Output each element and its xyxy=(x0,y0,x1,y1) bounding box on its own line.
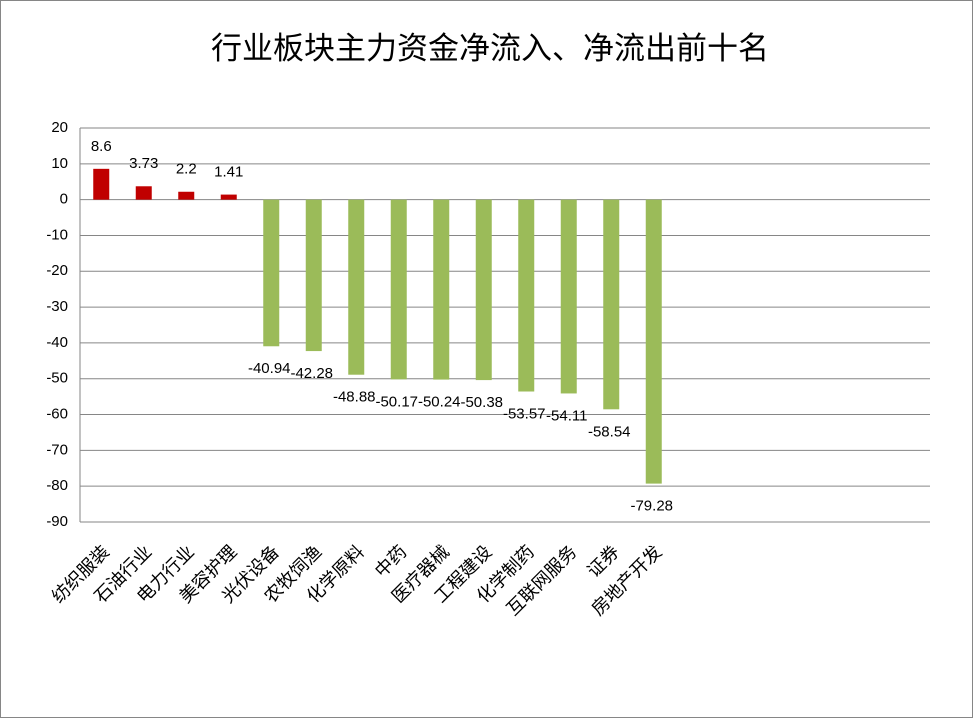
y-tick-label: 0 xyxy=(60,191,68,208)
bar xyxy=(560,199,577,394)
bar xyxy=(220,194,237,200)
bar xyxy=(263,199,280,347)
y-tick-label: -40 xyxy=(46,334,68,351)
y-tick-label: -30 xyxy=(46,298,68,315)
y-tick-label: -60 xyxy=(46,406,68,423)
y-tick-label: -50 xyxy=(46,370,68,387)
y-tick-label: 10 xyxy=(51,155,68,172)
value-label: -48.88 xyxy=(333,389,376,406)
y-tick-label: -10 xyxy=(46,226,68,243)
bar xyxy=(603,199,620,410)
y-tick-label: -90 xyxy=(46,513,68,530)
y-tick-label: 20 xyxy=(51,119,68,136)
bar xyxy=(348,199,365,375)
bar xyxy=(390,199,407,380)
bar xyxy=(433,199,450,380)
value-label: 8.6 xyxy=(91,138,112,155)
value-label: -79.28 xyxy=(630,498,673,515)
y-tick-label: -20 xyxy=(46,262,68,279)
bar xyxy=(178,191,195,200)
value-label: -50.24 xyxy=(418,394,461,411)
bar xyxy=(135,186,152,200)
bar xyxy=(305,199,322,352)
y-tick-label: -70 xyxy=(46,441,68,458)
value-label: -42.28 xyxy=(290,365,333,382)
value-label: -58.54 xyxy=(588,423,631,440)
value-label: -40.94 xyxy=(248,360,291,377)
bar xyxy=(645,199,662,484)
value-label: 2.2 xyxy=(176,161,197,178)
value-label: -54.11 xyxy=(546,407,587,424)
value-label: -53.57 xyxy=(503,405,546,422)
value-label: -50.17 xyxy=(375,393,418,410)
bar xyxy=(93,168,110,200)
bar xyxy=(475,199,492,381)
chart-title: 行业板块主力资金净流入、净流出前十名 xyxy=(211,31,769,66)
value-label: -50.38 xyxy=(460,394,503,411)
bar xyxy=(518,199,535,392)
y-tick-label: -80 xyxy=(46,477,68,494)
value-label: 1.41 xyxy=(214,164,243,181)
value-label: 3.73 xyxy=(129,155,158,172)
